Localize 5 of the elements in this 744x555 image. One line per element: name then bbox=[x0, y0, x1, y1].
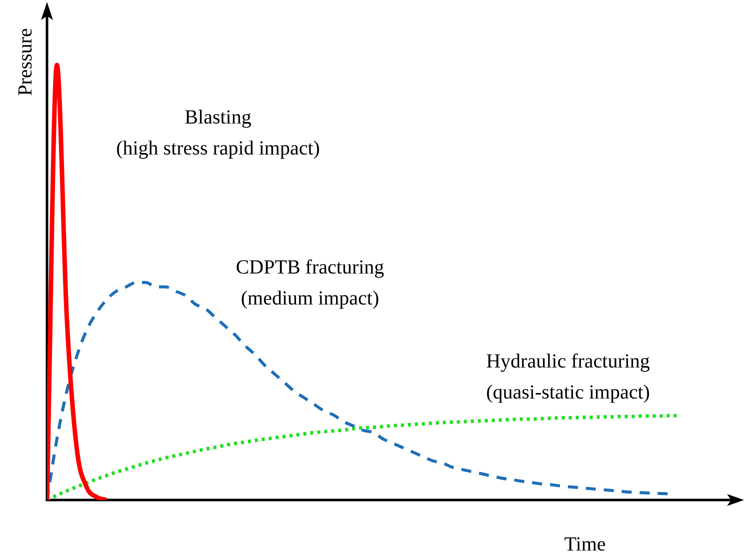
text: Blasting (high stress rapid impact) bbox=[116, 106, 320, 160]
x-axis-title: Time bbox=[564, 533, 606, 555]
series-label: Hydraulic fracturing (quasi-static impact) bbox=[486, 350, 650, 404]
y-axis-title: Pressure bbox=[14, 28, 36, 96]
series-label: CDPTB fracturing (medium impact) bbox=[236, 256, 384, 310]
